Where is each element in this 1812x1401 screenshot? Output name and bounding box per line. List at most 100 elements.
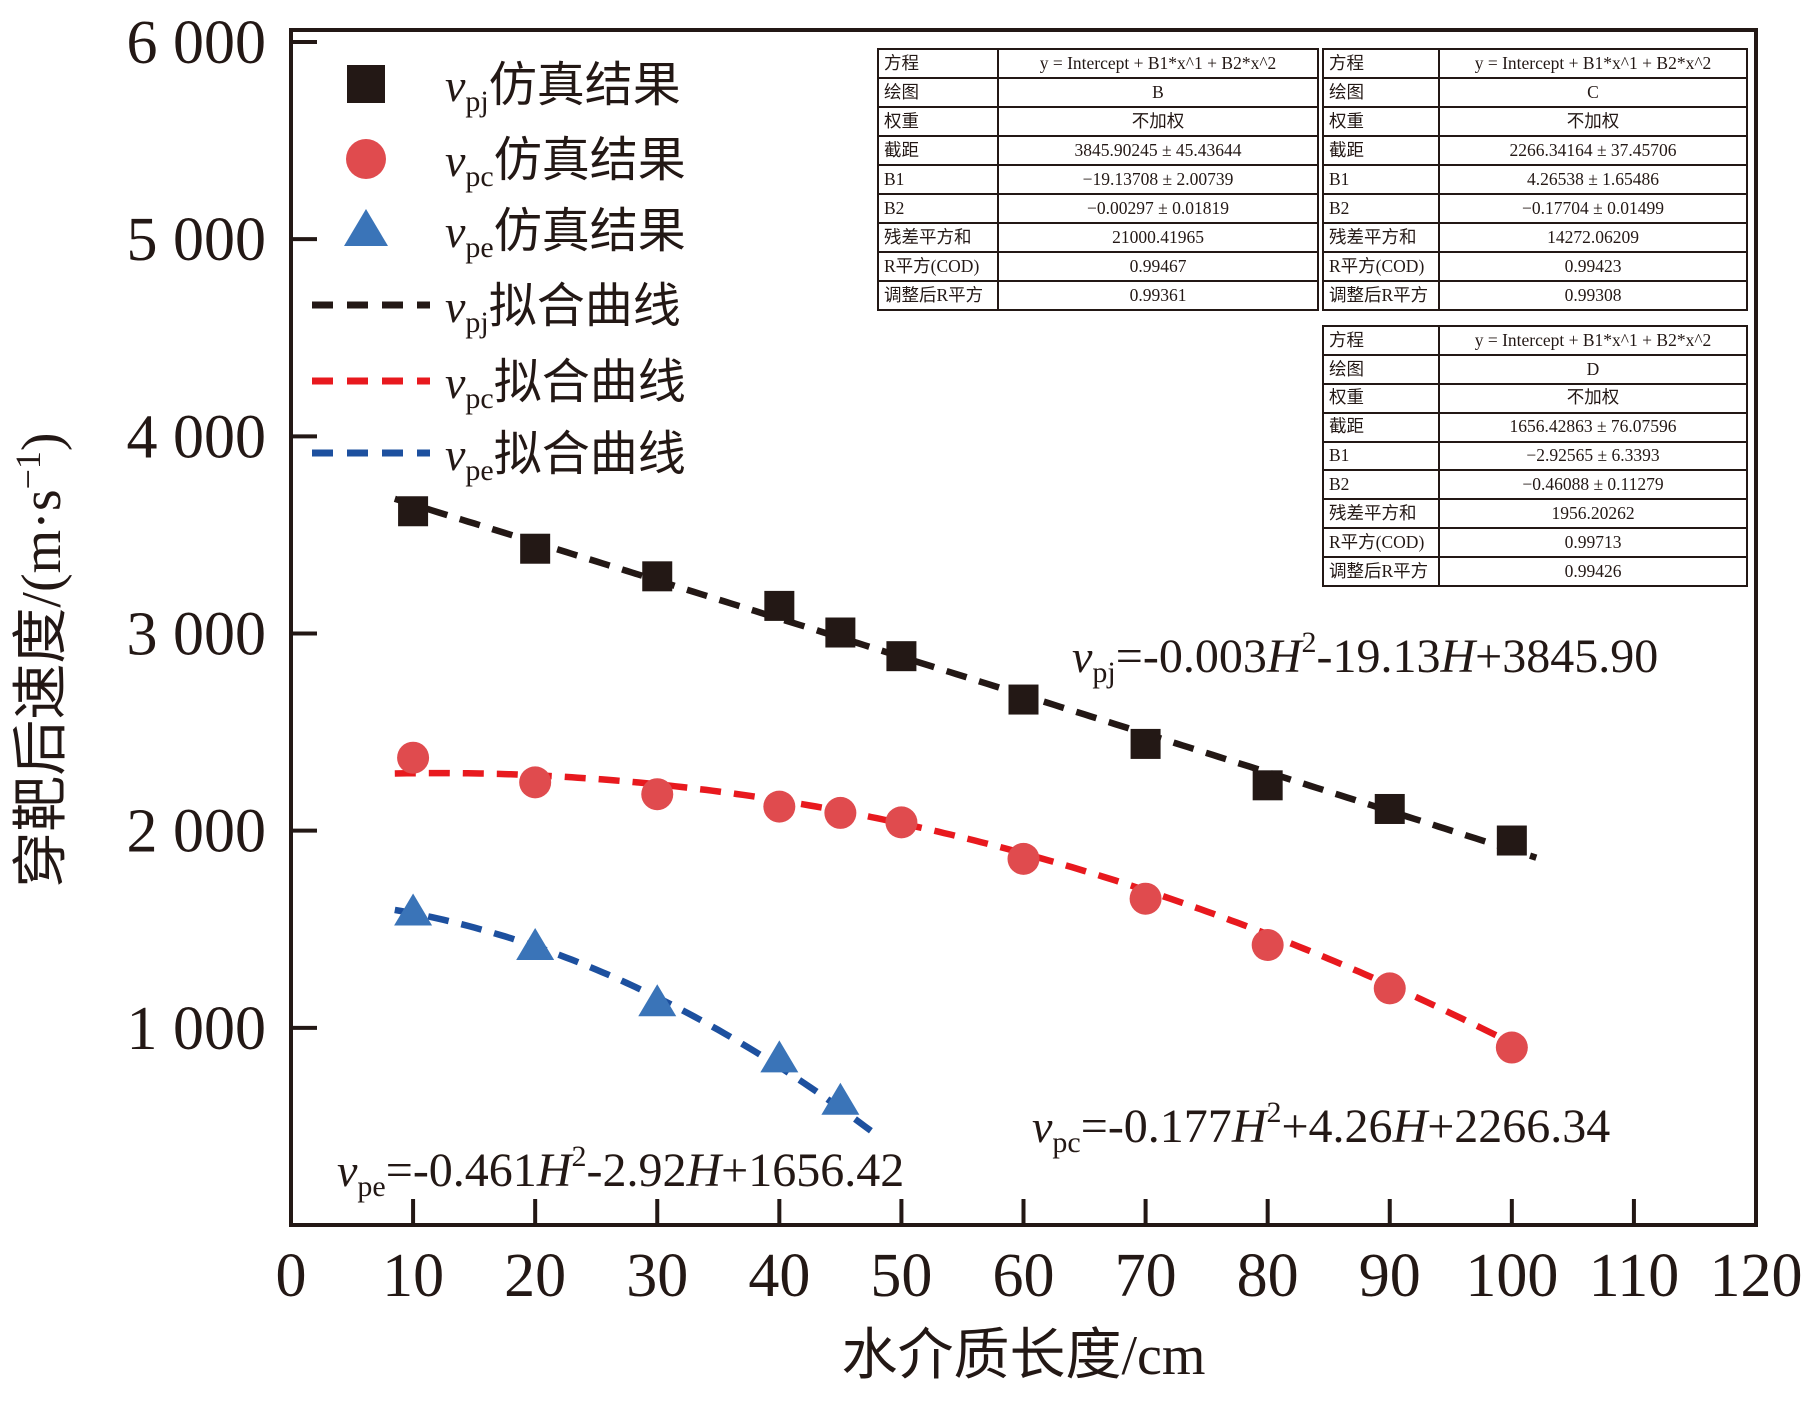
legend-item-vpj-sim: vpj仿真结果: [347, 59, 681, 118]
table-cell-value: −19.13708 ± 2.00739: [997, 164, 1319, 195]
data-point-vpe-sim: [638, 984, 677, 1017]
data-point-vpj-sim: [1496, 825, 1527, 856]
table-row: 截距 1656.42863 ± 76.07596: [1322, 411, 1748, 443]
table-cell-label: 截距: [877, 135, 999, 166]
table-cell-value: 0.99713: [1438, 527, 1748, 558]
table-cell-value: 0.99361: [997, 280, 1319, 311]
table-cell-label: B2: [1322, 193, 1440, 224]
data-point-vpc-sim: [885, 806, 918, 839]
table-cell-label: 截距: [1322, 411, 1440, 443]
data-point-vpj-sim: [886, 641, 917, 672]
table-cell-label: 截距: [1322, 135, 1440, 166]
data-point-vpc-sim: [824, 796, 857, 829]
data-point-vpc-sim: [519, 766, 552, 799]
stats-table-b: 方程 y = Intercept + B1*x^1 + B2*x^2 绘图 B 权重 不加…: [877, 48, 1319, 311]
x-tick-label: 40: [748, 1242, 810, 1310]
x-tick-label: 10: [382, 1242, 444, 1310]
table-cell-label: B2: [1322, 469, 1440, 501]
y-axis-title: 穿靶后速度/(m·s−1): [8, 432, 73, 887]
table-cell-label: 方程: [877, 48, 999, 79]
table-cell-label: 残差平方和: [877, 222, 999, 253]
stats-table-b-grid: 方程 y = Intercept + B1*x^1 + B2*x^2 绘图 B 权重 不加…: [877, 48, 1319, 311]
table-cell-value: 2266.34164 ± 37.45706: [1438, 135, 1748, 166]
y-tick-label: 4 000: [127, 403, 267, 471]
table-cell-value: y = Intercept + B1*x^1 + B2*x^2: [1438, 325, 1748, 356]
table-row: B1 −19.13708 ± 2.00739: [877, 164, 1319, 195]
table-row: 绘图 B: [877, 77, 1319, 108]
table-row: 绘图 D: [1322, 353, 1748, 385]
table-cell-value: D: [1438, 353, 1748, 385]
data-point-vpj-sim: [642, 561, 673, 592]
table-cell-label: B2: [877, 193, 999, 224]
table-cell-value: 1656.42863 ± 76.07596: [1438, 411, 1748, 443]
table-row: B1 4.26538 ± 1.65486: [1322, 164, 1748, 195]
data-point-vpj-sim: [1252, 770, 1283, 801]
table-row: B2 −0.46088 ± 0.11279: [1322, 469, 1748, 501]
legend-item-vpj-fit: vpj拟合曲线: [312, 280, 681, 339]
y-tick-label: 5 000: [127, 206, 267, 274]
table-cell-label: 权重: [877, 106, 999, 137]
table-cell-label: 绘图: [1322, 77, 1440, 108]
x-axis-title: 水介质长度/cm: [842, 1325, 1206, 1387]
table-cell-label: 绘图: [1322, 353, 1440, 385]
table-row: B2 −0.00297 ± 0.01819: [877, 193, 1319, 224]
x-tick-label: 50: [870, 1242, 932, 1310]
data-point-vpc-sim: [1129, 882, 1162, 915]
table-cell-label: B1: [1322, 164, 1440, 195]
table-cell-label: R平方(COD): [1322, 251, 1440, 282]
data-point-vpj-sim: [520, 533, 551, 564]
table-row: 权重 不加权: [877, 106, 1319, 137]
data-point-vpc-sim: [1251, 929, 1284, 962]
table-cell-label: R平方(COD): [877, 251, 999, 282]
table-row: 绘图 C: [1322, 77, 1748, 108]
x-tick-label: 90: [1359, 1242, 1421, 1310]
table-row: 残差平方和 21000.41965: [877, 222, 1319, 253]
table-row: R平方(COD) 0.99467: [877, 251, 1319, 282]
table-cell-label: 调整后R平方: [877, 280, 999, 311]
table-cell-value: −2.92565 ± 6.3393: [1438, 440, 1748, 472]
stats-table-d: 方程 y = Intercept + B1*x^1 + B2*x^2 绘图 D 权重 不加…: [1322, 325, 1748, 587]
fit-curve-vpc-fit: [394, 769, 1538, 1059]
annotation-eq-vpe: vpe=-0.461H2-2.92H+1656.42: [337, 1140, 904, 1203]
table-cell-value: C: [1438, 77, 1748, 108]
data-point-vpe-sim: [516, 928, 555, 961]
data-point-vpj-sim: [1008, 684, 1039, 715]
data-point-vpj-sim: [825, 617, 856, 648]
legend-square-marker: [347, 65, 385, 103]
data-point-vpj-sim: [764, 590, 795, 621]
annotation-eq-vpc: vpc=-0.177H2+4.26H+2266.34: [1032, 1096, 1610, 1159]
table-cell-value: 3845.90245 ± 45.43644: [997, 135, 1319, 166]
x-tick-label: 100: [1465, 1242, 1558, 1310]
table-cell-label: 调整后R平方: [1322, 556, 1440, 587]
y-tick-label: 1 000: [127, 995, 267, 1063]
legend-label: vpc拟合曲线: [445, 356, 686, 415]
table-cell-label: R平方(COD): [1322, 527, 1440, 558]
table-cell-value: 0.99308: [1438, 280, 1748, 311]
y-tick-label: 3 000: [127, 601, 267, 669]
x-tick-label: 20: [504, 1242, 566, 1310]
table-cell-value: 14272.06209: [1438, 222, 1748, 253]
x-tick-label: 80: [1237, 1242, 1299, 1310]
data-point-vpj-sim: [398, 496, 429, 527]
table-row: 截距 2266.34164 ± 37.45706: [1322, 135, 1748, 166]
x-tick-label: 0: [276, 1242, 307, 1310]
table-row: 截距 3845.90245 ± 45.43644: [877, 135, 1319, 166]
fit-curve-vpe-fit: [394, 906, 873, 1134]
table-row: 方程 y = Intercept + B1*x^1 + B2*x^2: [1322, 325, 1748, 356]
data-point-vpc-sim: [641, 778, 674, 811]
table-cell-value: 不加权: [1438, 106, 1748, 137]
data-point-vpc-sim: [1373, 972, 1406, 1005]
fit-curve-vpj-fit: [393, 495, 1538, 861]
table-cell-value: 0.99423: [1438, 251, 1748, 282]
table-cell-label: B1: [877, 164, 999, 195]
y-tick-label: 2 000: [127, 798, 267, 866]
data-point-vpc-sim: [1495, 1031, 1528, 1064]
table-cell-label: 方程: [1322, 325, 1440, 356]
table-cell-label: 绘图: [877, 77, 999, 108]
legend-label: vpe拟合曲线: [445, 428, 686, 487]
table-cell-value: −0.17704 ± 0.01499: [1438, 193, 1748, 224]
data-point-vpe-sim: [760, 1040, 799, 1073]
table-row: R平方(COD) 0.99423: [1322, 251, 1748, 282]
data-point-vpj-sim: [1374, 793, 1405, 824]
table-cell-value: 0.99426: [1438, 556, 1748, 587]
